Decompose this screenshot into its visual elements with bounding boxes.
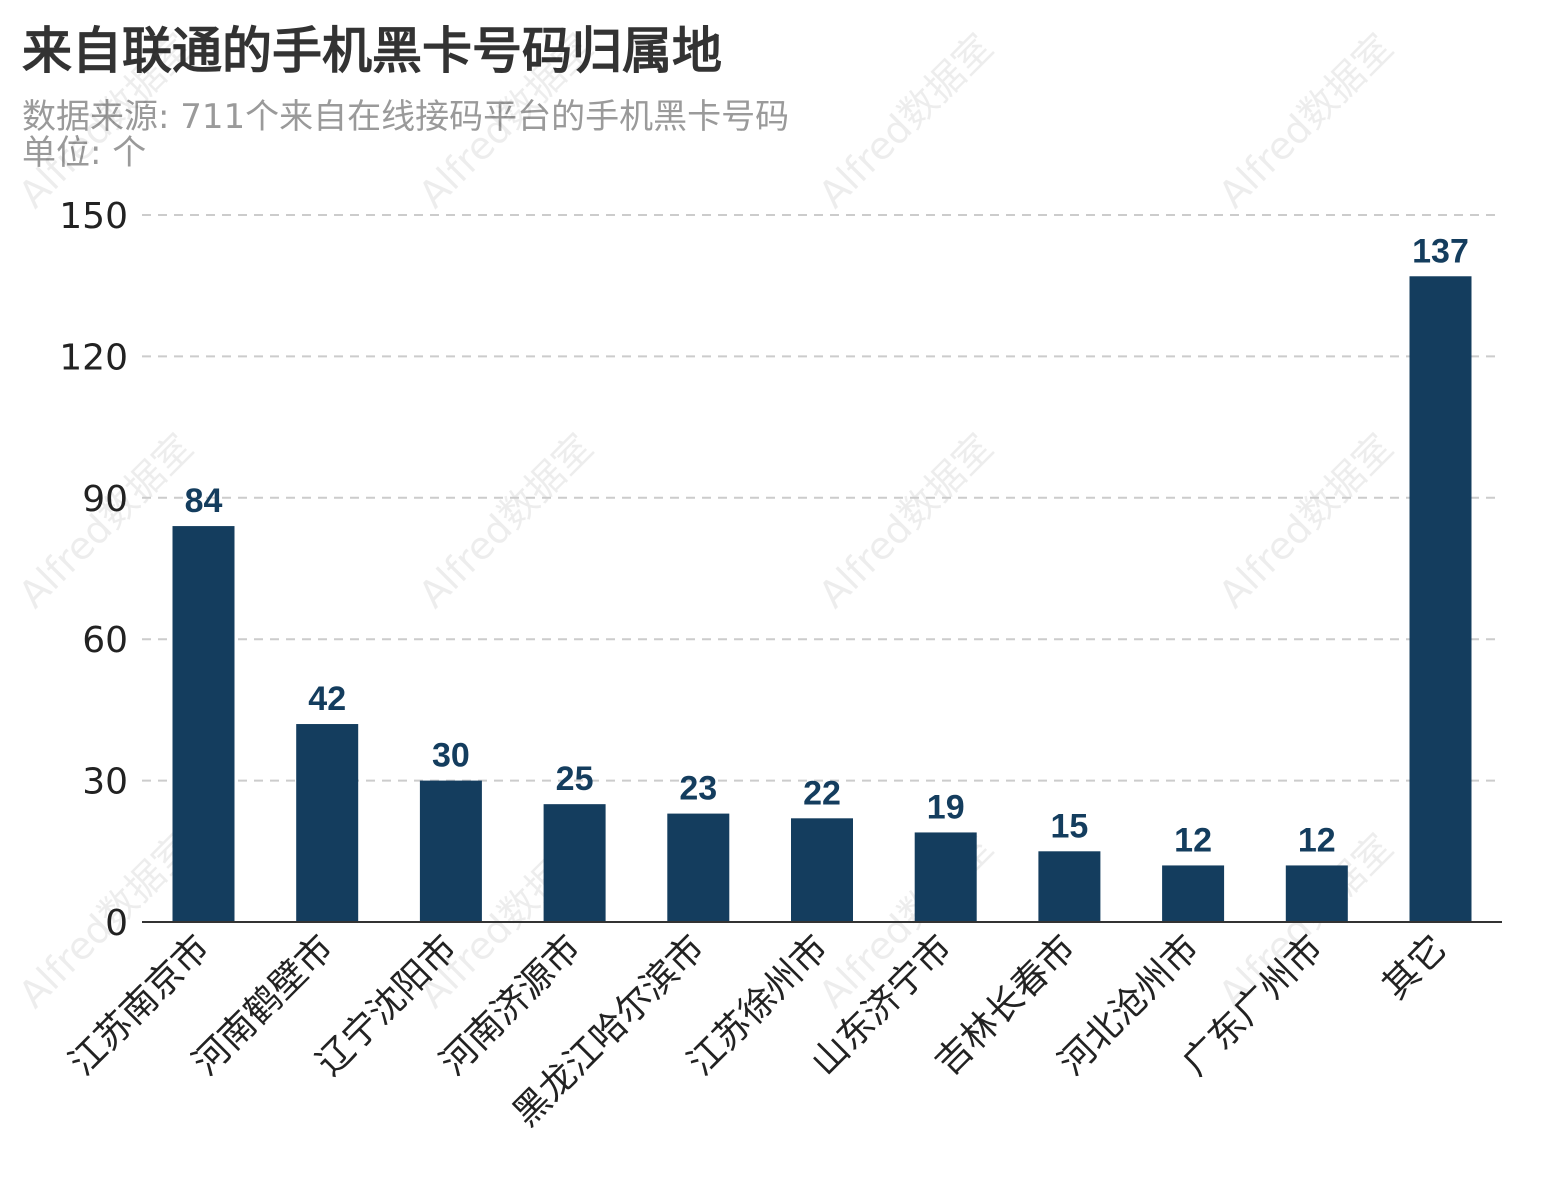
- data-label: 23: [679, 770, 717, 808]
- bar: [419, 780, 482, 922]
- data-label: 12: [1298, 821, 1336, 859]
- watermark-text: Alfred数据室: [410, 425, 601, 616]
- data-label: 22: [803, 774, 841, 812]
- y-tick-label: 90: [82, 479, 128, 520]
- data-label: 30: [432, 737, 470, 775]
- bar: [296, 724, 359, 922]
- bar: [1285, 865, 1348, 922]
- bar: [791, 818, 853, 922]
- y-axis: 0 30 60 90 120 150: [59, 196, 1502, 944]
- chart-subtitle: 数据来源: 711个来自在线接码平台的手机黑卡号码: [22, 97, 790, 137]
- y-tick-label: 120: [59, 337, 128, 378]
- bar: [172, 526, 235, 922]
- watermark-text: Alfred数据室: [1210, 25, 1401, 216]
- bars: [172, 276, 1472, 923]
- bar: [1038, 851, 1101, 922]
- data-label: 84: [185, 482, 223, 520]
- watermark-text: Alfred数据室: [810, 425, 1001, 616]
- data-label: 12: [1174, 821, 1212, 859]
- x-tick-label: 其它: [1375, 927, 1455, 1007]
- bar: [543, 804, 606, 922]
- y-tick-label: 60: [82, 620, 128, 661]
- data-label: 42: [308, 680, 346, 718]
- data-label: 15: [1050, 807, 1088, 845]
- y-tick-label: 0: [105, 903, 128, 944]
- y-tick-label: 150: [59, 196, 128, 237]
- bar: [667, 813, 730, 922]
- data-label: 25: [556, 760, 594, 798]
- chart-unit: 单位: 个: [22, 133, 147, 173]
- data-label: 19: [927, 788, 965, 826]
- watermark-text: Alfred数据室: [10, 25, 201, 216]
- grid-lines: [142, 214, 1502, 782]
- y-tick-label: 30: [82, 762, 128, 803]
- bar: [914, 832, 977, 922]
- data-label: 137: [1412, 232, 1469, 270]
- bar: [1162, 865, 1225, 922]
- data-labels: 84 42 30 25 23 22 19 15 12 12 137: [185, 232, 1469, 859]
- watermark-text: Alfred数据室: [1210, 425, 1401, 616]
- watermark-text: Alfred数据室: [410, 25, 601, 216]
- chart-title: 来自联通的手机黑卡号码归属地: [22, 22, 722, 80]
- watermark-text: Alfred数据室: [810, 25, 1001, 216]
- bar: [1409, 276, 1472, 923]
